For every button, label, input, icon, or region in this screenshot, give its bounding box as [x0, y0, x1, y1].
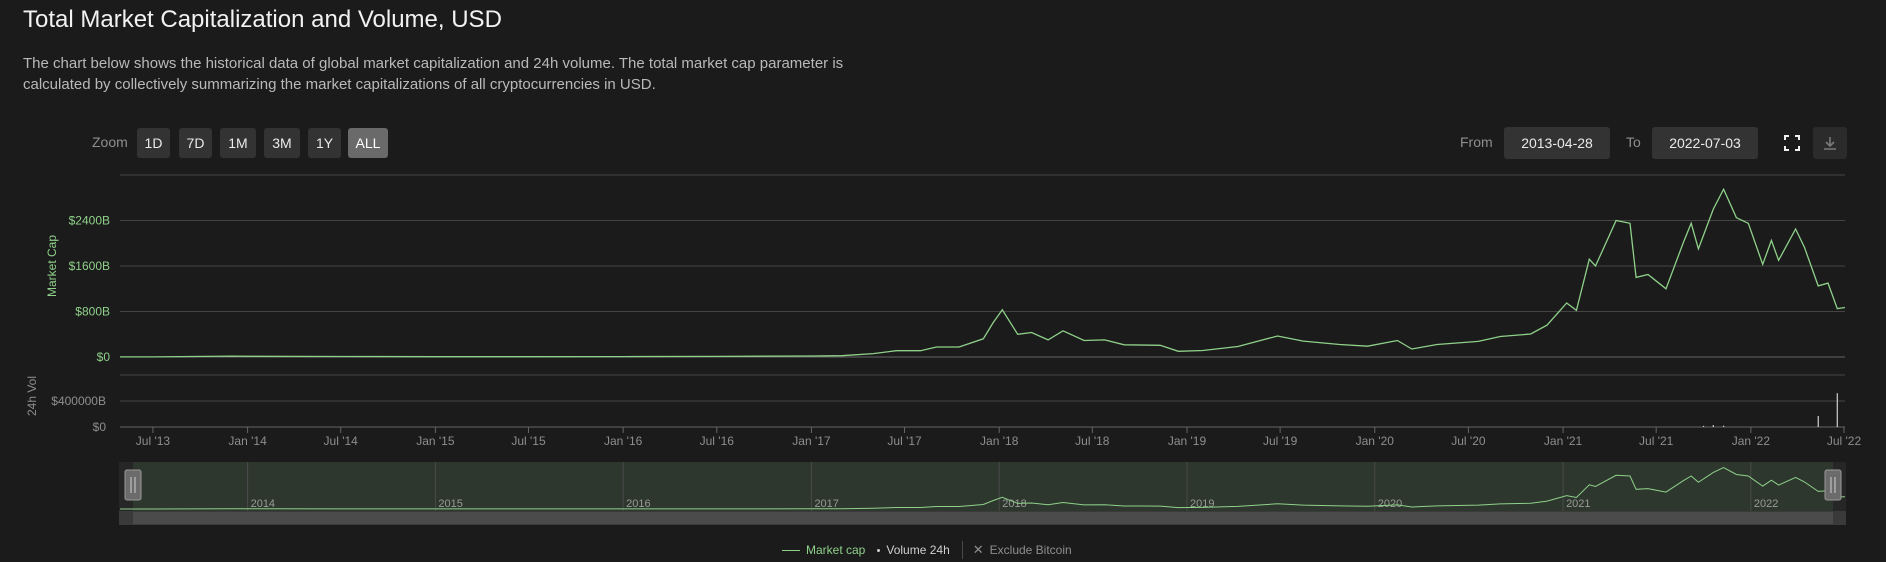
exclude-bitcoin-toggle[interactable]: ✕ Exclude Bitcoin	[973, 542, 1072, 558]
zoom-3m-button[interactable]: 3M	[264, 128, 300, 158]
volume-y-axis-label: 24h Vol	[25, 376, 39, 416]
main-gridlines	[120, 174, 1845, 358]
navigator-selected-range[interactable]	[133, 462, 1833, 511]
main-y-tick-label: $2400B	[69, 214, 110, 228]
close-icon: ✕	[972, 542, 984, 557]
x-tick-label: Jul '14	[324, 434, 359, 448]
legend-divider	[961, 541, 963, 559]
legend-dot-icon	[877, 548, 881, 552]
main-y-tick-label: $800B	[75, 305, 110, 319]
legend-label-volume: Volume 24h	[886, 543, 950, 557]
x-tick-label: Jul '22	[1827, 434, 1862, 448]
chart-legend: Market cap Volume 24h ✕ Exclude Bitcoin	[782, 541, 1084, 559]
x-tick-label: Jul '13	[136, 434, 171, 448]
x-tick-label: Jan '22	[1732, 434, 1771, 448]
x-tick-label: Jan '19	[1168, 434, 1207, 448]
main-y-ticks: $0 $800B $1600B $2400B	[69, 214, 111, 365]
navigator-year-label: 2022	[1754, 498, 1778, 510]
navigator-year-label: 2015	[438, 498, 462, 510]
x-tick-label: Jul '15	[511, 434, 546, 448]
page-title: Total Market Capitalization and Volume, …	[23, 6, 502, 33]
x-tick-label: Jan '20	[1356, 434, 1395, 448]
volume-y-tick-label: $0	[93, 420, 107, 434]
x-tick-label: Jul '17	[887, 434, 922, 448]
legend-item-volume[interactable]: Volume 24h	[877, 543, 950, 557]
main-y-axis-label: Market Cap	[45, 235, 59, 297]
from-date-input[interactable]	[1504, 127, 1610, 159]
from-label: From	[1460, 134, 1493, 150]
x-tick-label: Jul '16	[700, 434, 735, 448]
market-cap-series-line	[120, 187, 1846, 358]
fullscreen-button[interactable]	[1775, 127, 1809, 159]
legend-line-icon	[782, 549, 800, 551]
x-tick-label: Jan '16	[604, 434, 643, 448]
navigator-year-label: 2019	[1190, 498, 1214, 510]
download-button[interactable]	[1813, 127, 1847, 159]
legend-label-market-cap: Market cap	[806, 543, 866, 557]
main-y-tick-label: $0	[97, 350, 111, 364]
navigator-year-label: 2017	[814, 498, 838, 510]
download-icon	[1824, 137, 1836, 150]
zoom-1d-button[interactable]: 1D	[137, 128, 170, 158]
x-tick-label: Jul '18	[1075, 434, 1110, 448]
x-tick-label: Jan '21	[1544, 434, 1583, 448]
navigator-series-line	[120, 466, 1846, 510]
volume-series-bars	[1702, 393, 1838, 427]
x-tick-label: Jan '18	[980, 434, 1019, 448]
navigator-year-labels: 2014 2015 2016 2017 2018 2019 2020 2021 2022	[247, 462, 1778, 511]
volume-y-tick-label: $400000B	[51, 394, 106, 408]
x-tick-label: Jan '15	[416, 434, 455, 448]
to-date-input[interactable]	[1652, 127, 1758, 159]
zoom-1y-button[interactable]: 1Y	[308, 128, 341, 158]
navigator-year-label: 2021	[1566, 498, 1590, 510]
page-description: The chart below shows the historical dat…	[23, 55, 844, 93]
zoom-7d-button[interactable]: 7D	[179, 128, 212, 158]
legend-item-market-cap[interactable]: Market cap	[782, 543, 865, 557]
fullscreen-icon	[1784, 135, 1800, 151]
volume-gridlines	[120, 374, 1845, 428]
x-axis-ticks: Jul '13 Jan '14 Jul '14 Jan '15 Jul '15 Jan '…	[136, 427, 1862, 448]
navigator-left-handle[interactable]	[124, 469, 142, 501]
exclude-bitcoin-label: Exclude Bitcoin	[989, 543, 1072, 557]
x-tick-label: Jan '14	[228, 434, 267, 448]
navigator-year-label: 2020	[1378, 498, 1402, 510]
zoom-label: Zoom	[92, 134, 128, 150]
navigator-year-label: 2014	[251, 498, 275, 510]
navigator-scrollbar-thumb[interactable]	[133, 512, 1833, 524]
x-tick-label: Jul '21	[1639, 434, 1674, 448]
zoom-1m-button[interactable]: 1M	[220, 128, 256, 158]
navigator[interactable]: 2014 2015 2016 2017 2018 2019 2020 2021 2022	[119, 462, 1846, 525]
x-tick-label: Jul '20	[1451, 434, 1486, 448]
navigator-year-label: 2016	[626, 498, 650, 510]
zoom-all-button[interactable]: ALL	[348, 128, 388, 158]
volume-y-ticks: $0 $400000B	[51, 394, 106, 434]
x-tick-label: Jul '19	[1263, 434, 1298, 448]
to-label: To	[1626, 134, 1641, 150]
navigator-right-handle[interactable]	[1824, 469, 1842, 501]
x-tick-label: Jan '17	[792, 434, 831, 448]
navigator-year-label: 2018	[1002, 498, 1026, 510]
main-y-tick-label: $1600B	[69, 259, 110, 273]
